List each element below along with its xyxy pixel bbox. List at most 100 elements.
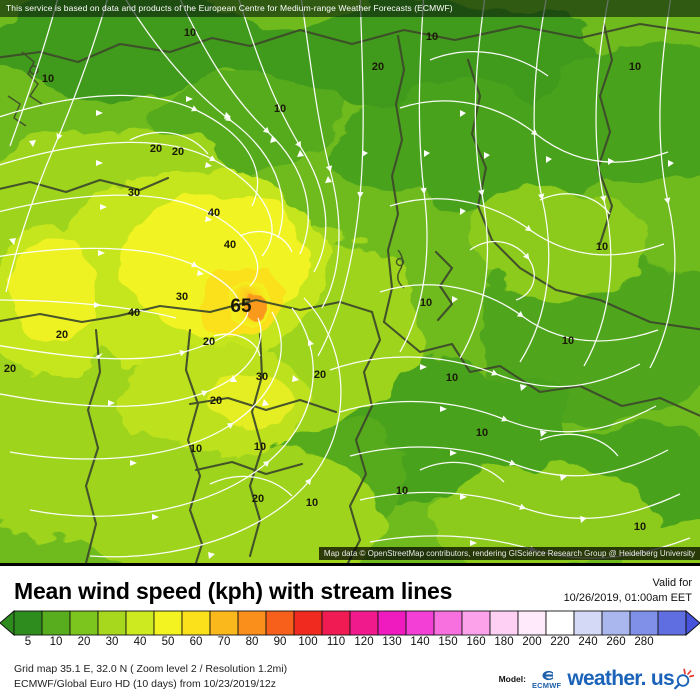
colorbar-tick-label: 90 [273,636,287,648]
valid-for-datetime: 10/26/2019, 01:00am EET [563,592,692,604]
colorbar-band [13,610,43,636]
contour-label: 10 [184,27,196,39]
ecmwf-logo: ECMWF [532,669,561,690]
colorbar-band [433,610,463,636]
colorbar-tick-label: 180 [494,636,514,648]
colorbar-tick-label: 40 [133,636,147,648]
contour-label: 20 [314,369,326,381]
colorbar-band [657,610,687,636]
colorbar-band [461,610,491,636]
colorbar-tick-label: 100 [298,636,318,648]
contour-label: 10 [190,443,202,455]
colorbar-tick-label: 150 [438,636,458,648]
colorbar-band [321,610,351,636]
colorbar-tick-label: 110 [326,636,346,648]
colorbar-tick-label: 120 [354,636,374,648]
colorbar-band [97,610,127,636]
contour-label: 30 [176,291,188,303]
colorbar-tick-label: 130 [382,636,402,648]
colorbar-band [153,610,183,636]
colorbar-tick-label: 50 [161,636,175,648]
colorbar-tick-label: 70 [217,636,231,648]
magnifier-icon [672,668,695,690]
colorbar-band [517,610,547,636]
weather-map[interactable]: 10 10 20 10 10 10 20 20 30 40 40 40 30 20 20 20 30 20 10 10… [0,0,700,566]
contour-label: 20 [56,329,68,341]
contour-label: 30 [256,371,268,383]
colorbar-tick-label: 280 [634,636,654,648]
ecmwf-attribution-banner: This service is based on data and produc… [0,0,700,17]
colorbar-tick-label: 220 [550,636,570,648]
contour-label: 10 [426,31,438,43]
contour-label: 10 [446,372,458,384]
map-canvas: 10 10 20 10 10 10 20 20 30 40 40 40 30 20 20 20 30 20 10 10… [0,0,700,563]
colorbar[interactable] [0,610,700,636]
contour-label: 10 [562,335,574,347]
grid-map-line: Grid map 35.1 E, 32.0 N ( Zoom level 2 /… [14,663,288,675]
colorbar-band [349,610,379,636]
page-title: Mean wind speed (kph) with stream lines [14,578,453,604]
legend-panel: Mean wind speed (kph) with stream lines … [0,566,700,700]
colorbar-wrap [0,610,700,640]
colorbar-tick-label: 240 [578,636,598,648]
brand-block: Model: ECMWF weather. us [499,662,695,696]
colorbar-band [209,610,239,636]
contour-label: 20 [4,363,16,375]
colorbar-band [489,610,519,636]
contour-label: 20 [210,395,222,407]
colorbar-band [125,610,155,636]
contour-label: 20 [372,61,384,73]
ecmwf-mark-icon [542,670,553,680]
colorbar-tick-label: 140 [410,636,430,648]
colorbar-tick-label: 10 [49,636,63,648]
colorbar-ticks: 5 10 20 30 40 50 60 70 80 90 100 110 120 130 140 150 160… [0,636,700,652]
model-run-line: ECMWF/Global Euro HD (10 days) from 10/2… [14,678,277,690]
colorbar-band [601,610,631,636]
contour-label: 10 [596,241,608,253]
colorbar-tick-label: 30 [105,636,119,648]
ecmwf-logo-text: ECMWF [531,680,562,690]
colorbar-band [377,610,407,636]
contour-label: 10 [629,61,641,73]
contour-label-max: 65 [230,296,252,317]
footer-info: Grid map 35.1 E, 32.0 N ( Zoom level 2 /… [14,662,287,692]
contour-label: 40 [208,207,220,219]
colorbar-band [573,610,603,636]
weather-us-logo[interactable]: weather. us [567,667,695,691]
contour-label: 20 [172,146,184,158]
contour-label: 40 [128,307,140,319]
colorbar-band [405,610,435,636]
contour-label: 10 [274,103,286,115]
weather-us-logo-text: weather. us [567,667,674,690]
contour-label: 10 [420,297,432,309]
colorbar-band [41,610,71,636]
contour-label: 20 [150,143,162,155]
osm-attribution-banner: Map data © OpenStreetMap contributors, r… [318,547,700,560]
colorbar-tick-label: 60 [189,636,203,648]
contour-label: 10 [634,521,646,533]
contour-label: 10 [476,427,488,439]
colorbar-band [629,610,659,636]
contour-label: 10 [254,441,266,453]
contour-label: 10 [306,497,318,509]
contour-label: 20 [203,336,215,348]
title-row: Mean wind speed (kph) with stream lines … [0,576,700,612]
contour-label: 30 [128,187,140,199]
colorbar-band [545,610,575,636]
colorbar-tick-label: 260 [606,636,626,648]
colorbar-tick-label: 160 [466,636,486,648]
colorbar-tick-label: 5 [24,636,32,648]
valid-for-label: Valid for [652,577,692,589]
colorbar-band [181,610,211,636]
colorbar-tick-label: 200 [522,636,542,648]
valid-for-block: Valid for 10/26/2019, 01:00am EET [564,576,692,606]
contour-label: 10 [42,73,54,85]
colorbar-tick-label: 80 [245,636,259,648]
colorbar-band [69,610,99,636]
contour-label: 40 [224,239,236,251]
contour-label: 10 [396,485,408,497]
contour-label: 20 [252,493,264,505]
colorbar-band [237,610,267,636]
colorbar-band [265,610,295,636]
